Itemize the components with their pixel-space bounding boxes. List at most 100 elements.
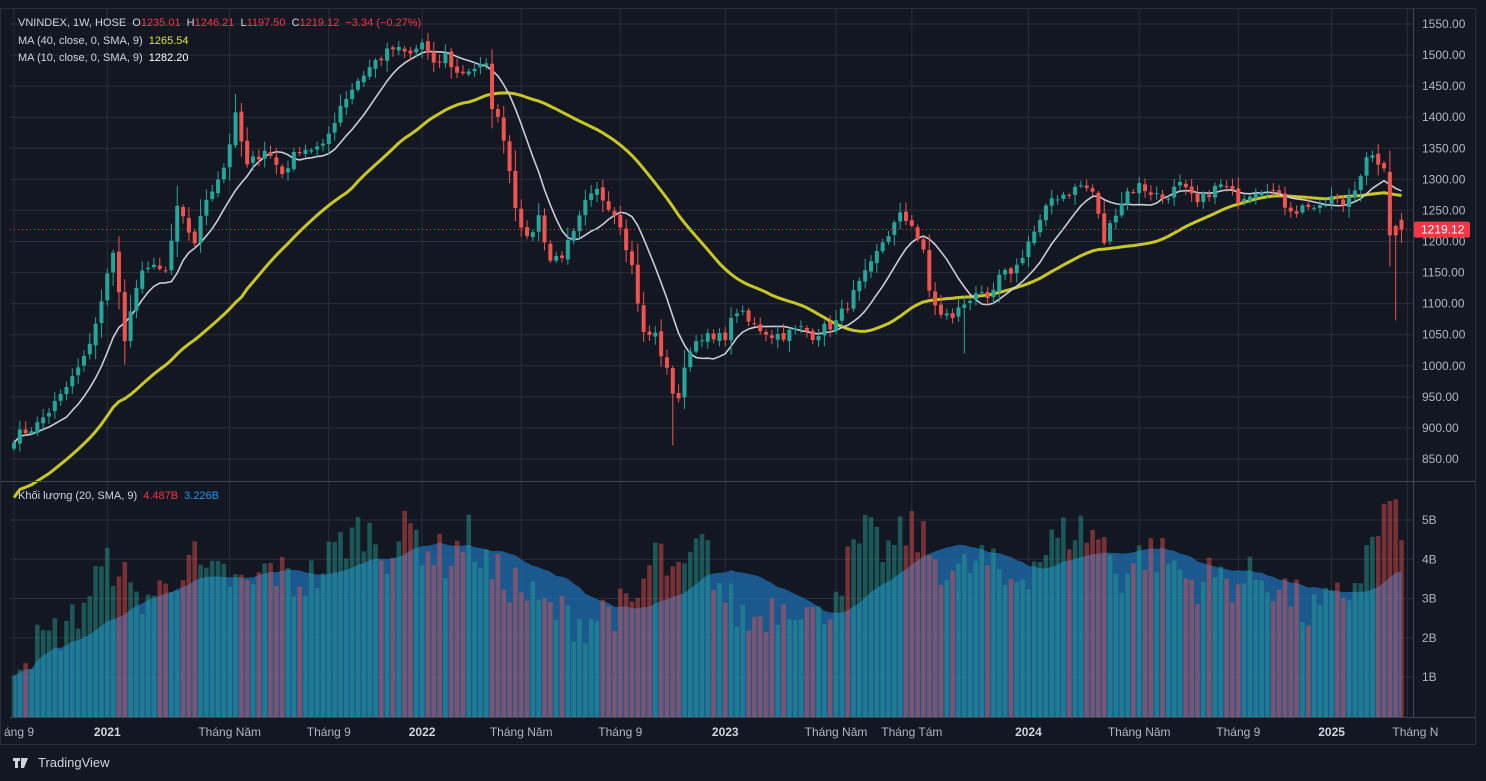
volume-bar[interactable]	[338, 532, 343, 717]
candle-body[interactable]	[437, 61, 442, 63]
volume-bar[interactable]	[1090, 529, 1095, 717]
volume-bar[interactable]	[122, 561, 128, 717]
volume-bar[interactable]	[1072, 540, 1078, 717]
candle-body[interactable]	[863, 270, 868, 282]
volume-bar[interactable]	[81, 602, 87, 717]
volume-bar[interactable]	[1387, 501, 1393, 717]
candle-body[interactable]	[1178, 181, 1182, 186]
volume-bar[interactable]	[728, 583, 734, 717]
candle-body[interactable]	[70, 376, 75, 387]
candle-body[interactable]	[227, 144, 232, 168]
volume-bar[interactable]	[64, 620, 69, 717]
time-axis-label[interactable]: Tháng 9	[1216, 725, 1260, 739]
candle-body[interactable]	[670, 367, 675, 394]
volume-bar[interactable]	[1346, 600, 1352, 717]
candle-body[interactable]	[122, 292, 127, 342]
volume-bar[interactable]	[378, 560, 384, 717]
candle-body[interactable]	[390, 47, 395, 50]
volume-bar[interactable]	[1049, 529, 1055, 717]
volume-bar[interactable]	[157, 580, 163, 717]
candle-body[interactable]	[315, 146, 320, 150]
price-axis-label[interactable]: 950.00	[1422, 390, 1459, 404]
volume-bar[interactable]	[1370, 536, 1375, 717]
volume-axis-label[interactable]: 4B	[1422, 552, 1437, 566]
volume-bar[interactable]	[996, 569, 1002, 717]
volume-bar[interactable]	[600, 599, 606, 717]
ma40-line[interactable]	[12, 91, 1402, 499]
candle-body[interactable]	[857, 280, 862, 292]
volume-bar[interactable]	[1125, 573, 1130, 717]
volume-bar[interactable]	[413, 529, 419, 717]
candle-body[interactable]	[717, 333, 722, 341]
volume-bar[interactable]	[1218, 566, 1224, 717]
volume-bar[interactable]	[163, 583, 168, 717]
candle-body[interactable]	[1347, 195, 1352, 207]
candle-body[interactable]	[367, 67, 372, 77]
volume-axis-label[interactable]: 2B	[1422, 631, 1437, 645]
volume-bar[interactable]	[349, 527, 355, 717]
volume-bar[interactable]	[938, 584, 944, 717]
candle-body[interactable]	[752, 323, 757, 325]
volume-bar[interactable]	[40, 630, 46, 717]
candle-body[interactable]	[729, 317, 734, 341]
candle-body[interactable]	[1218, 184, 1223, 187]
candle-body[interactable]	[828, 321, 833, 330]
candle-body[interactable]	[251, 156, 256, 163]
volume-bar[interactable]	[355, 517, 361, 717]
candle-body[interactable]	[297, 152, 302, 154]
candle-body[interactable]	[1108, 223, 1113, 242]
time-axis-label[interactable]: 2025	[1318, 725, 1345, 739]
candle-body[interactable]	[723, 332, 728, 341]
volume-bar[interactable]	[886, 540, 891, 717]
volume-bar[interactable]	[437, 533, 442, 717]
volume-bar[interactable]	[1241, 583, 1247, 717]
volume-bar[interactable]	[548, 602, 553, 717]
candle-body[interactable]	[565, 239, 570, 260]
volume-bar[interactable]	[845, 546, 850, 717]
candle-body[interactable]	[1224, 186, 1229, 188]
volume-bar[interactable]	[1066, 549, 1072, 717]
volume-bar[interactable]	[262, 563, 267, 717]
time-axis-label[interactable]: áng 9	[4, 725, 34, 739]
volume-bar[interactable]	[58, 650, 63, 717]
volume-bar[interactable]	[139, 614, 145, 717]
volume-bar[interactable]	[145, 594, 151, 717]
candle-body[interactable]	[1038, 219, 1043, 233]
candle-body[interactable]	[466, 71, 471, 75]
candle-body[interactable]	[530, 232, 535, 238]
candle-body[interactable]	[204, 199, 209, 216]
volume-bar[interactable]	[99, 566, 104, 717]
ma40-legend[interactable]: MA (40, close, 0, SMA, 9) 1265.54	[18, 35, 192, 47]
candle-body[interactable]	[1055, 199, 1060, 201]
volume-bar[interactable]	[892, 544, 897, 717]
volume-bar[interactable]	[950, 570, 955, 717]
candle-body[interactable]	[938, 304, 943, 315]
volume-bar[interactable]	[29, 668, 34, 717]
volume-bar[interactable]	[658, 543, 664, 717]
candle-body[interactable]	[629, 251, 634, 266]
candle-body[interactable]	[501, 117, 506, 141]
volume-bar[interactable]	[1183, 578, 1189, 717]
volume-bar[interactable]	[227, 586, 233, 717]
price-axis-label[interactable]: 1250.00	[1422, 203, 1466, 217]
volume-bar[interactable]	[285, 568, 291, 717]
candle-body[interactable]	[443, 52, 448, 64]
volume-bar[interactable]	[1230, 602, 1235, 717]
candle-body[interactable]	[1399, 219, 1404, 230]
candle-body[interactable]	[221, 167, 226, 180]
volume-bar[interactable]	[903, 545, 909, 717]
volume-bar[interactable]	[390, 558, 396, 717]
candle-body[interactable]	[834, 320, 839, 331]
candle-body[interactable]	[425, 41, 430, 53]
volume-bar[interactable]	[116, 576, 122, 717]
volume-bar[interactable]	[1031, 561, 1037, 717]
volume-bar[interactable]	[1265, 592, 1270, 717]
volume-bar[interactable]	[1148, 538, 1154, 717]
candle-body[interactable]	[29, 431, 34, 434]
volume-bar[interactable]	[192, 541, 198, 717]
volume-bar[interactable]	[75, 628, 81, 717]
candle-body[interactable]	[810, 330, 815, 340]
candle-body[interactable]	[781, 332, 786, 340]
volume-bar[interactable]	[513, 567, 518, 717]
volume-bar[interactable]	[204, 567, 209, 717]
